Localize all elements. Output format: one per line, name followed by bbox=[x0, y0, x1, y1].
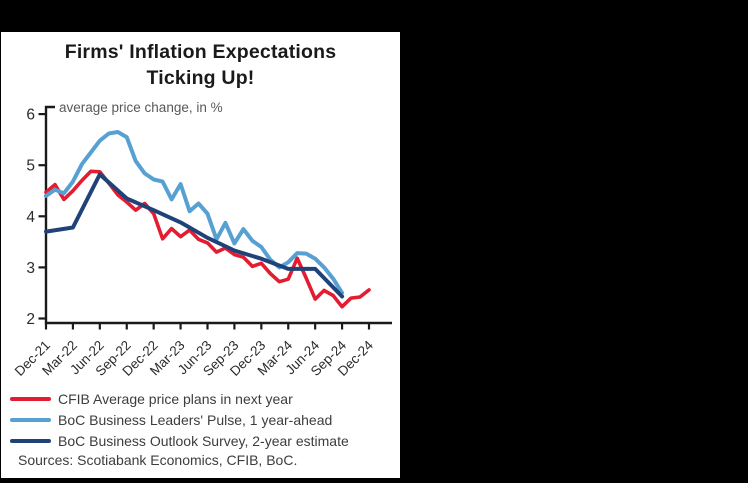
legend-swatch-darkblue-line bbox=[10, 438, 51, 443]
sources-note: Sources: Scotiabank Economics, CFIB, BoC… bbox=[18, 452, 298, 468]
series-line-boc-bos bbox=[44, 172, 345, 299]
y-tick-label: 4 bbox=[26, 209, 35, 226]
legend-swatch-lightblue-line bbox=[10, 417, 51, 422]
legend-item-blp: BoC Business Leaders' Pulse, 1 year-ahea… bbox=[10, 409, 349, 430]
legend-label: BoC Business Leaders' Pulse, 1 year-ahea… bbox=[58, 411, 333, 428]
chart-canvas: average price change, in %23456Dec-21Mar… bbox=[12, 100, 392, 379]
legend-item-bos: BoC Business Outlook Survey, 2-year esti… bbox=[10, 430, 349, 451]
y-tick-label: 6 bbox=[26, 107, 35, 124]
series-line-boc-pulse bbox=[44, 130, 345, 295]
y-axis-note: average price change, in % bbox=[59, 100, 223, 115]
axes bbox=[44, 105, 392, 325]
legend-item-cfib: CFIB Average price plans in next year bbox=[10, 388, 349, 409]
y-tick-label: 5 bbox=[26, 158, 35, 175]
legend: CFIB Average price plans in next year Bo… bbox=[10, 388, 349, 451]
chart-title-line2: Ticking Up! bbox=[146, 67, 255, 89]
chart-panel: Firms' Inflation Expectations Ticking Up… bbox=[0, 32, 400, 478]
y-tick-label: 2 bbox=[26, 311, 35, 328]
y-tick-label: 3 bbox=[26, 260, 35, 277]
legend-label: CFIB Average price plans in next year bbox=[58, 390, 293, 407]
chart-title: Firms' Inflation Expectations Ticking Up… bbox=[1, 39, 400, 91]
series-line-cfib bbox=[44, 169, 371, 309]
chart-title-line1: Firms' Inflation Expectations bbox=[64, 41, 337, 63]
legend-swatch-red-line bbox=[10, 396, 51, 401]
legend-label: BoC Business Outlook Survey, 2-year esti… bbox=[58, 432, 349, 449]
